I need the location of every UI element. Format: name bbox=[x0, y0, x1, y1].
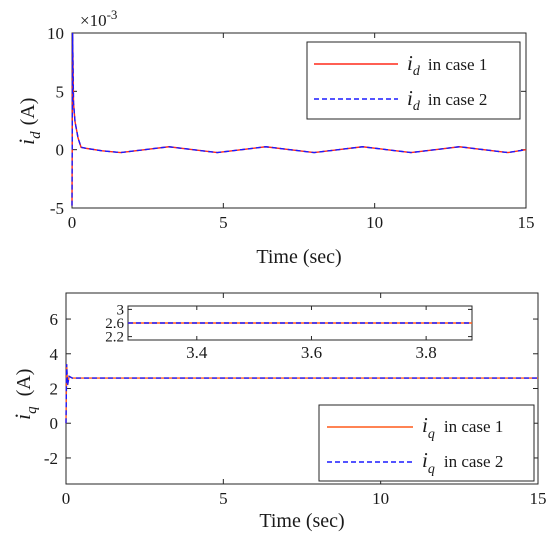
y-axis-label-subscript: q bbox=[24, 406, 40, 414]
x-tick-label: 10 bbox=[372, 489, 389, 508]
y-axis-label-unit: (A) bbox=[17, 98, 39, 126]
x-tick-label: 15 bbox=[518, 213, 535, 232]
legend-suffix: in case 1 bbox=[444, 417, 503, 436]
svg-text:iq(A): iq (A) bbox=[10, 369, 40, 420]
y-axis-label-symbol: i bbox=[14, 139, 39, 145]
x-tick-label: 0 bbox=[68, 213, 77, 232]
y-tick-label: -2 bbox=[44, 449, 58, 468]
y-exponent-label: ×10-3 bbox=[80, 7, 117, 30]
inset-x-tick-label: 3.8 bbox=[416, 343, 437, 362]
legend-sym: i bbox=[407, 86, 413, 110]
legend-sym: i bbox=[422, 413, 428, 437]
legend: iq in case 1 iq in case 2 bbox=[318, 404, 535, 482]
y-tick-label: 10 bbox=[47, 24, 64, 43]
y-axis-label-subscript: d bbox=[28, 131, 44, 139]
y-axis-label: iq (A) bbox=[10, 369, 40, 420]
legend-label-case2: iq in case 2 bbox=[422, 448, 503, 477]
legend-box bbox=[318, 404, 535, 482]
legend-sub: d bbox=[413, 99, 421, 114]
svg-text:id(A): id (A) bbox=[14, 98, 44, 145]
legend-suffix: in case 1 bbox=[428, 55, 487, 74]
inset-y-tick-label: 3 bbox=[117, 302, 125, 318]
inset-y-tick-label: 2.6 bbox=[105, 316, 124, 332]
series-line-case2 bbox=[71, 32, 527, 206]
y-tick-label: 2 bbox=[50, 380, 59, 399]
x-axis-label: Time (sec) bbox=[256, 246, 341, 268]
legend-sym: i bbox=[407, 51, 413, 75]
legend-suffix: in case 2 bbox=[428, 90, 487, 109]
exponent-power: -3 bbox=[107, 7, 118, 22]
legend: id in case 1 id in case 2 bbox=[306, 41, 521, 120]
x-tick-label: 10 bbox=[366, 213, 383, 232]
x-tick-label: 15 bbox=[530, 489, 547, 508]
y-tick-label: -5 bbox=[50, 199, 64, 218]
legend-sub: d bbox=[413, 64, 421, 79]
inset-y-tick-label: 2.2 bbox=[105, 330, 124, 346]
y-tick-label: 4 bbox=[50, 345, 59, 364]
legend-suffix: in case 2 bbox=[444, 452, 503, 471]
y-axis-label: id (A) bbox=[14, 98, 44, 145]
exponent-base: ×10 bbox=[80, 11, 107, 30]
y-tick-label: 0 bbox=[56, 141, 65, 160]
y-tick-label: 0 bbox=[50, 414, 59, 433]
legend-sub: q bbox=[428, 427, 435, 442]
legend-label-case2: id in case 2 bbox=[407, 86, 487, 114]
y-tick-label: 6 bbox=[50, 310, 59, 329]
series-group bbox=[71, 32, 527, 206]
series-group bbox=[65, 364, 538, 424]
x-tick-label: 5 bbox=[219, 213, 228, 232]
series-line-case2 bbox=[65, 364, 538, 424]
x-axis-label: Time (sec) bbox=[259, 510, 344, 532]
zoom-inset: 3.4 3.6 3.8 32.62.2 bbox=[105, 302, 473, 362]
x-tick-label: 0 bbox=[62, 489, 71, 508]
inset-x-tick-label: 3.6 bbox=[301, 343, 322, 362]
y-tick-label: 5 bbox=[56, 82, 65, 101]
legend-label-case1: iq in case 1 bbox=[422, 413, 503, 442]
y-axis-ticks: -5 0 5 10 bbox=[47, 24, 526, 218]
y-axis-label-unit: (A) bbox=[13, 369, 35, 397]
x-tick-label: 5 bbox=[219, 489, 228, 508]
legend-sub: q bbox=[428, 462, 435, 477]
inset-ticks: 3.4 3.6 3.8 32.62.2 bbox=[105, 302, 472, 362]
x-axis-ticks: 0 5 10 15 bbox=[62, 293, 547, 508]
y-axis-ticks: -2 0 2 4 6 bbox=[44, 310, 538, 468]
legend-sym: i bbox=[422, 448, 428, 472]
inset-x-tick-label: 3.4 bbox=[186, 343, 208, 362]
legend-box bbox=[306, 41, 521, 120]
legend-label-case1: id in case 1 bbox=[407, 51, 487, 79]
y-axis-label-symbol: i bbox=[10, 414, 35, 420]
